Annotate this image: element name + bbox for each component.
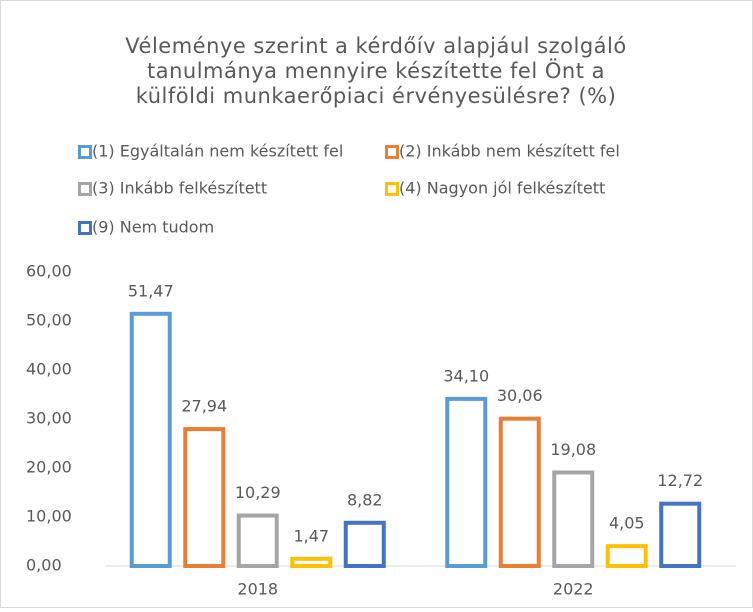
bar (183, 427, 226, 568)
data-label: 1,47 (293, 526, 329, 545)
legend-label: (2) Inkább nem készített fel (399, 142, 620, 161)
legend-label: (3) Inkább felkészített (92, 179, 267, 198)
data-label: 34,10 (443, 366, 489, 385)
chart-title: Véleménye szerint a kérdőív alapjául szo… (125, 34, 626, 58)
data-label: 10,29 (235, 483, 281, 502)
bar (552, 470, 595, 568)
legend-label: (4) Nagyon jól felkészített (399, 179, 605, 198)
legend-marker (385, 182, 399, 196)
legend-marker (78, 221, 92, 235)
data-label: 8,82 (347, 490, 383, 509)
data-label: 27,94 (181, 397, 227, 416)
y-tick-label: 60,00 (26, 262, 72, 281)
legend-marker (385, 145, 399, 159)
legend-label: (9) Nem tudom (92, 218, 214, 237)
legend-marker (78, 182, 92, 196)
data-label: 30,06 (497, 386, 543, 405)
data-label: 51,47 (128, 281, 174, 300)
chart-title: külföldi munkaerőpiaci érvényesülésre? (… (136, 84, 617, 108)
bar (236, 513, 279, 568)
bar (129, 311, 172, 568)
x-tick-label: 2018 (237, 580, 278, 599)
legend-marker (78, 145, 92, 159)
bar (290, 556, 333, 568)
bar (659, 501, 702, 568)
data-label: 4,05 (609, 514, 645, 533)
bar (605, 544, 648, 569)
bar (343, 520, 386, 568)
y-tick-label: 20,00 (26, 458, 72, 477)
legend-label: (1) Egyáltalán nem készített fel (92, 142, 343, 161)
y-tick-label: 30,00 (26, 409, 72, 428)
y-tick-label: 50,00 (26, 311, 72, 330)
bar (498, 416, 541, 568)
chart-title: tanulmánya mennyire készítette fel Önt a (147, 58, 605, 83)
data-label: 19,08 (550, 440, 596, 459)
y-tick-label: 0,00 (26, 556, 62, 575)
y-tick-label: 40,00 (26, 360, 72, 379)
data-label: 12,72 (657, 471, 703, 490)
bar (445, 396, 488, 568)
x-tick-label: 2022 (553, 580, 594, 599)
y-tick-label: 10,00 (26, 507, 72, 526)
